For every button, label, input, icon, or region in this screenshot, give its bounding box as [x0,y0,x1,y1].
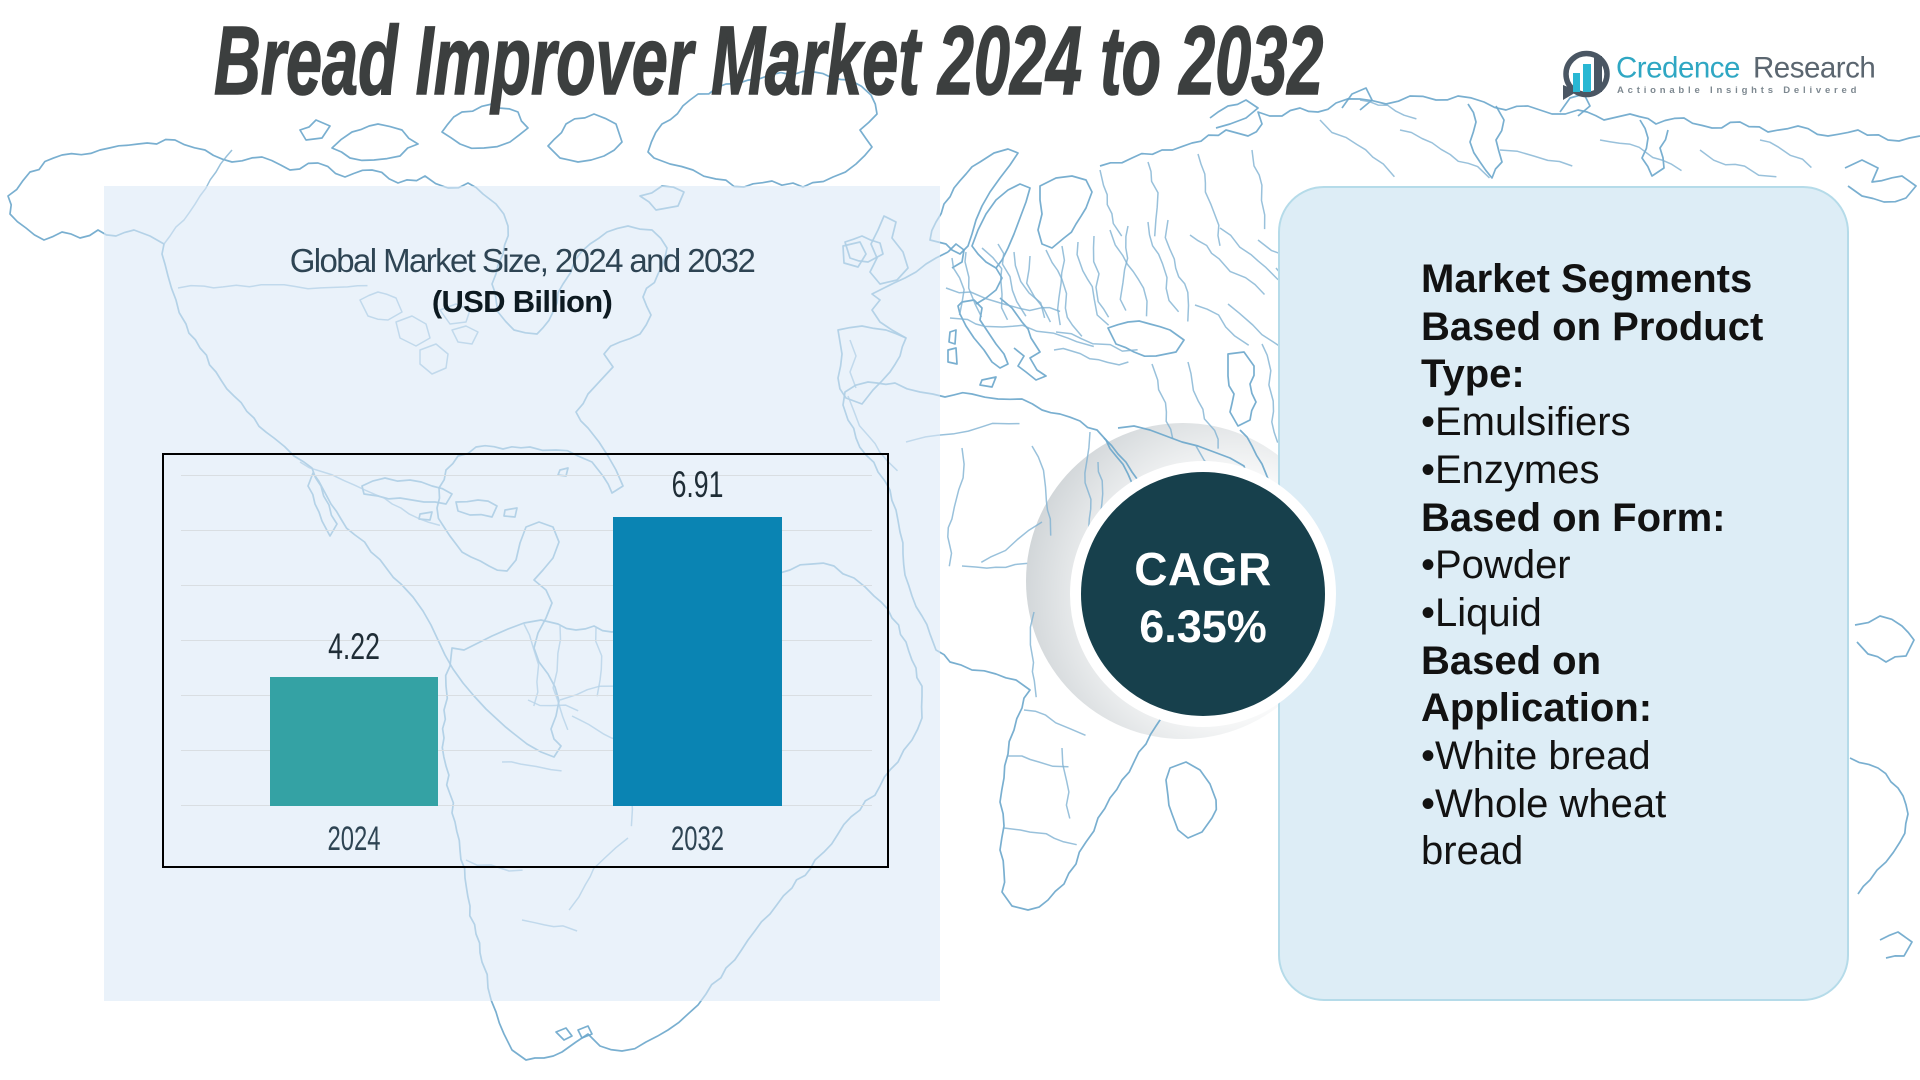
svg-text:Credence: Credence [1616,52,1740,85]
svg-text:Research: Research [1753,52,1875,85]
svg-text:Actionable Insights Delivered: Actionable Insights Delivered [1617,85,1860,96]
